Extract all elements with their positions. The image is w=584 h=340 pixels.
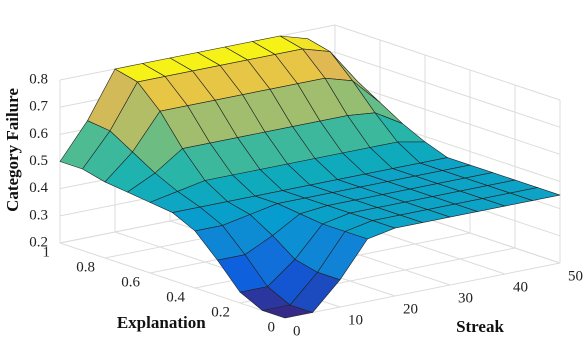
x-axis-label: Streak xyxy=(456,317,504,336)
y-tick-label: 0 xyxy=(268,319,276,335)
x-tick-label: 0 xyxy=(293,323,301,339)
y-tick-label: 0.6 xyxy=(121,274,140,290)
y-axis-label: Explanation xyxy=(117,313,206,332)
grid-line xyxy=(284,262,561,319)
grid-line xyxy=(334,24,561,101)
z-tick-label: 0.4 xyxy=(29,180,48,196)
x-tick-label: 20 xyxy=(403,301,418,317)
z-tick-label: 0.8 xyxy=(29,71,48,87)
labels: 0102030405000.20.40.60.810.20.30.40.50.6… xyxy=(3,71,583,339)
y-tick-label: 0.2 xyxy=(211,304,230,320)
z-tick-label: 0.5 xyxy=(29,153,48,169)
grid-line xyxy=(59,242,286,319)
x-tick-label: 50 xyxy=(568,268,583,284)
y-tick-label: 1 xyxy=(43,244,51,260)
surface xyxy=(59,35,561,319)
grid-line xyxy=(334,51,561,128)
y-tick-label: 0.8 xyxy=(76,259,95,275)
grid-line xyxy=(334,78,561,155)
surface-patch xyxy=(262,304,313,319)
x-tick-label: 40 xyxy=(513,279,528,295)
z-axis-label: Category Failure xyxy=(3,88,22,212)
x-tick-label: 30 xyxy=(458,290,473,306)
x-tick-label: 10 xyxy=(348,312,363,328)
y-tick-label: 0.4 xyxy=(166,289,185,305)
z-tick-label: 0.3 xyxy=(29,207,48,223)
z-tick-label: 0.6 xyxy=(29,126,48,142)
z-tick-label: 0.7 xyxy=(29,99,48,115)
z-tick-label: 0.2 xyxy=(29,234,48,250)
